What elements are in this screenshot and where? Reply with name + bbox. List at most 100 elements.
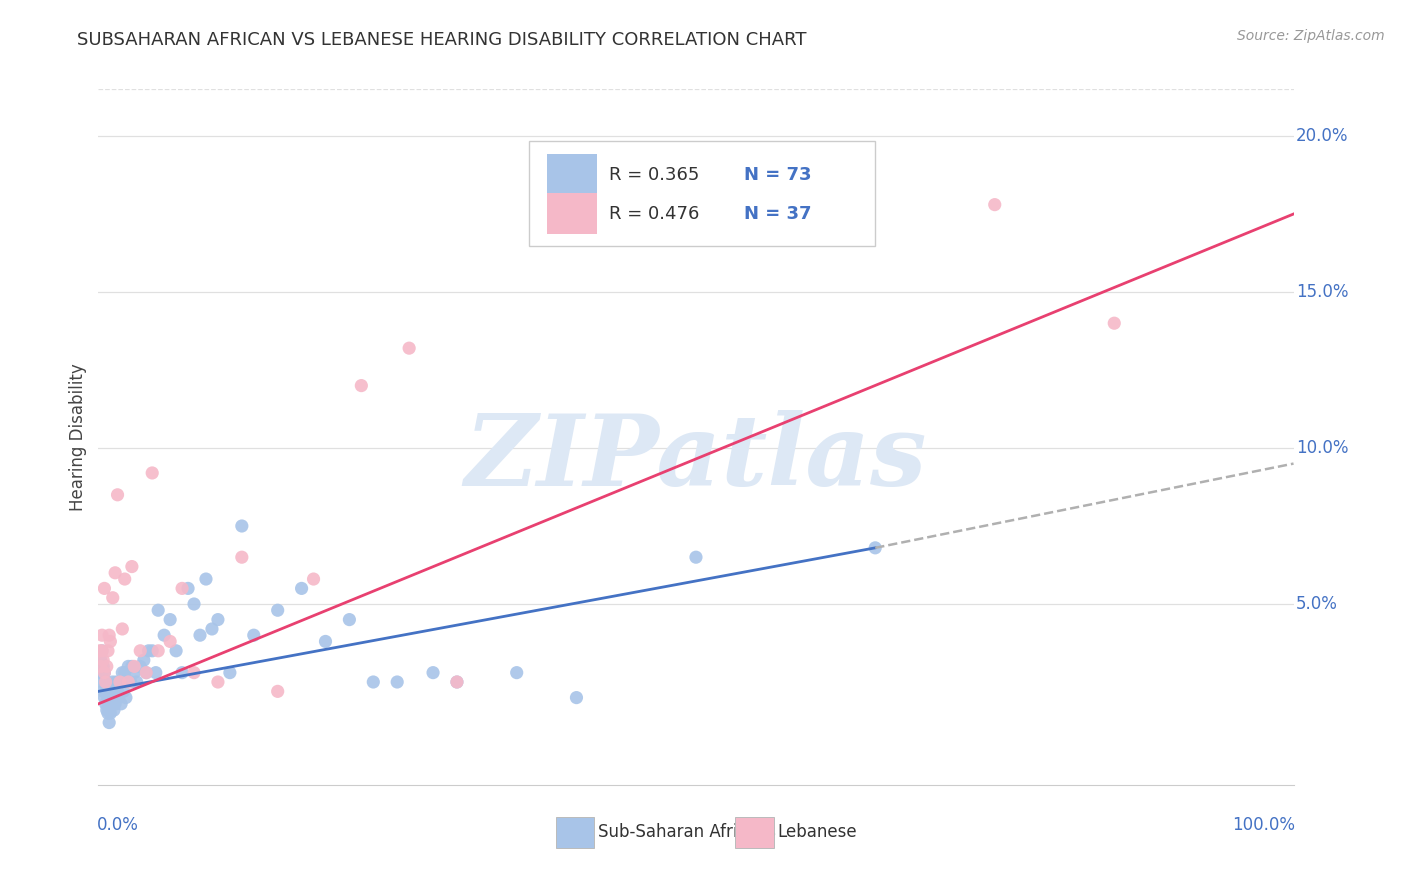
Point bbox=[117, 675, 139, 690]
Point bbox=[91, 644, 114, 658]
FancyBboxPatch shape bbox=[547, 153, 596, 194]
Point bbox=[172, 582, 194, 596]
Point bbox=[267, 603, 290, 617]
Point bbox=[115, 690, 138, 705]
Point bbox=[165, 644, 187, 658]
Point bbox=[291, 582, 314, 596]
Point bbox=[98, 697, 121, 711]
Point bbox=[125, 675, 148, 690]
Point bbox=[101, 591, 124, 605]
Text: N = 73: N = 73 bbox=[744, 166, 811, 184]
Text: 0.0%: 0.0% bbox=[97, 816, 139, 834]
Text: 100.0%: 100.0% bbox=[1232, 816, 1295, 834]
Point bbox=[302, 572, 325, 586]
Point bbox=[97, 706, 120, 721]
Point bbox=[93, 665, 115, 680]
Text: ZIPatlas: ZIPatlas bbox=[465, 409, 927, 506]
Text: R = 0.476: R = 0.476 bbox=[609, 204, 699, 223]
Point bbox=[201, 622, 224, 636]
Point bbox=[207, 613, 229, 627]
Point bbox=[111, 665, 134, 680]
Point bbox=[97, 690, 120, 705]
Point bbox=[398, 341, 420, 355]
Point bbox=[153, 628, 176, 642]
Point bbox=[363, 675, 385, 690]
Point bbox=[98, 715, 121, 730]
Text: 5.0%: 5.0% bbox=[1296, 595, 1337, 613]
Point bbox=[90, 653, 112, 667]
Point bbox=[104, 684, 127, 698]
Point bbox=[315, 634, 337, 648]
Point bbox=[1104, 316, 1126, 330]
Text: Sub-Saharan Africans: Sub-Saharan Africans bbox=[598, 823, 776, 841]
Point bbox=[110, 697, 132, 711]
Point bbox=[107, 684, 129, 698]
Point bbox=[107, 488, 129, 502]
Point bbox=[96, 684, 118, 698]
Point bbox=[94, 675, 117, 690]
Text: 15.0%: 15.0% bbox=[1296, 283, 1348, 301]
Point bbox=[219, 665, 242, 680]
Point bbox=[385, 675, 409, 690]
Point bbox=[129, 659, 152, 673]
Point bbox=[108, 675, 131, 690]
Point bbox=[107, 690, 129, 705]
Text: SUBSAHARAN AFRICAN VS LEBANESE HEARING DISABILITY CORRELATION CHART: SUBSAHARAN AFRICAN VS LEBANESE HEARING D… bbox=[77, 31, 807, 49]
Point bbox=[93, 665, 115, 680]
Point bbox=[506, 665, 529, 680]
Point bbox=[100, 697, 122, 711]
Point bbox=[96, 703, 118, 717]
Point bbox=[114, 665, 136, 680]
Point bbox=[101, 675, 124, 690]
Point bbox=[141, 644, 163, 658]
Point bbox=[231, 550, 253, 565]
Point bbox=[93, 582, 115, 596]
Point bbox=[183, 665, 205, 680]
Point bbox=[89, 644, 111, 658]
Point bbox=[177, 582, 200, 596]
Point bbox=[94, 675, 117, 690]
Point bbox=[183, 597, 205, 611]
FancyBboxPatch shape bbox=[557, 817, 595, 847]
Point bbox=[111, 622, 134, 636]
Point bbox=[135, 665, 157, 680]
Point bbox=[103, 690, 125, 705]
Text: N = 37: N = 37 bbox=[744, 204, 811, 223]
Point bbox=[188, 628, 211, 642]
Text: 10.0%: 10.0% bbox=[1296, 439, 1348, 457]
Point bbox=[121, 559, 143, 574]
Point bbox=[172, 665, 194, 680]
Point bbox=[135, 665, 157, 680]
Point bbox=[114, 572, 136, 586]
Point bbox=[159, 613, 181, 627]
Point bbox=[195, 572, 218, 586]
Point bbox=[91, 684, 114, 698]
Point bbox=[446, 675, 468, 690]
Point bbox=[243, 628, 266, 642]
Point bbox=[101, 697, 124, 711]
Point bbox=[91, 653, 114, 667]
Point bbox=[132, 653, 155, 667]
Point bbox=[141, 466, 163, 480]
Point bbox=[105, 675, 128, 690]
Point bbox=[159, 634, 181, 648]
Point bbox=[104, 697, 127, 711]
FancyBboxPatch shape bbox=[547, 193, 596, 234]
Point bbox=[138, 644, 160, 658]
Point bbox=[98, 628, 121, 642]
Point bbox=[96, 659, 118, 673]
Point bbox=[339, 613, 361, 627]
Point bbox=[267, 684, 290, 698]
Point bbox=[565, 690, 588, 705]
Point bbox=[124, 665, 146, 680]
Point bbox=[422, 665, 444, 680]
Point bbox=[112, 684, 135, 698]
Point bbox=[129, 644, 152, 658]
Point bbox=[148, 603, 170, 617]
Point bbox=[865, 541, 887, 555]
Point bbox=[121, 659, 143, 673]
Point bbox=[98, 690, 122, 705]
Y-axis label: Hearing Disability: Hearing Disability bbox=[69, 363, 87, 511]
Point bbox=[91, 628, 114, 642]
Point bbox=[91, 675, 114, 690]
